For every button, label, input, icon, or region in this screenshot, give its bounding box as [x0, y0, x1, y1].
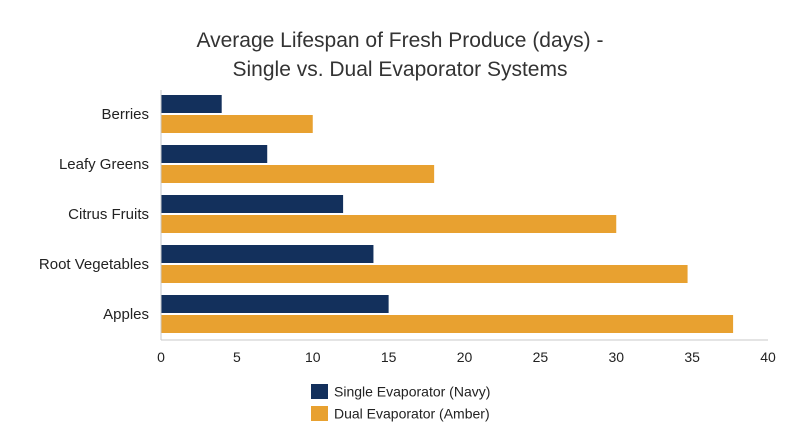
bar-berries-series-2	[161, 115, 313, 133]
bar-leafy-greens-series-2	[161, 165, 435, 183]
bar-berries-series-1	[161, 95, 222, 113]
x-tick-label: 15	[381, 349, 397, 365]
legend-swatch-series-2	[311, 406, 328, 421]
category-label: Apples	[103, 306, 149, 323]
category-label: Root Vegetables	[39, 256, 149, 273]
plot-area: Berries Leafy Greens Citrus Fruits Root Veg…	[39, 90, 776, 365]
bar-apples-series-2	[161, 315, 734, 333]
x-tick-label: 0	[157, 349, 165, 365]
legend: Single Evaporator (Navy) Dual Evaporator …	[311, 384, 490, 422]
chart-title-line-2: Single vs. Dual Evaporator Systems	[233, 58, 568, 81]
x-tick-label: 25	[533, 349, 549, 365]
legend-label-series-1: Single Evaporator (Navy)	[334, 384, 490, 400]
bar-citrus-fruits-series-2	[161, 215, 617, 233]
bar-root-vegetables-series-1	[161, 245, 374, 263]
bar-root-vegetables-series-2	[161, 265, 688, 283]
chart-title-line-1: Average Lifespan of Fresh Produce (days)…	[197, 29, 604, 52]
x-tick-label: 35	[684, 349, 700, 365]
x-tick-label: 10	[305, 349, 321, 365]
x-tick-label: 30	[608, 349, 624, 365]
category-label: Leafy Greens	[59, 156, 149, 173]
category-label: Berries	[101, 106, 149, 123]
bar-citrus-fruits-series-1	[161, 195, 344, 213]
legend-swatch-series-1	[311, 384, 328, 399]
legend-label-series-2: Dual Evaporator (Amber)	[334, 406, 490, 422]
bar-apples-series-1	[161, 295, 389, 313]
x-tick-label: 20	[457, 349, 473, 365]
x-tick-label: 40	[760, 349, 776, 365]
bar-leafy-greens-series-1	[161, 145, 268, 163]
category-label: Citrus Fruits	[68, 206, 149, 223]
x-tick-label: 5	[233, 349, 241, 365]
